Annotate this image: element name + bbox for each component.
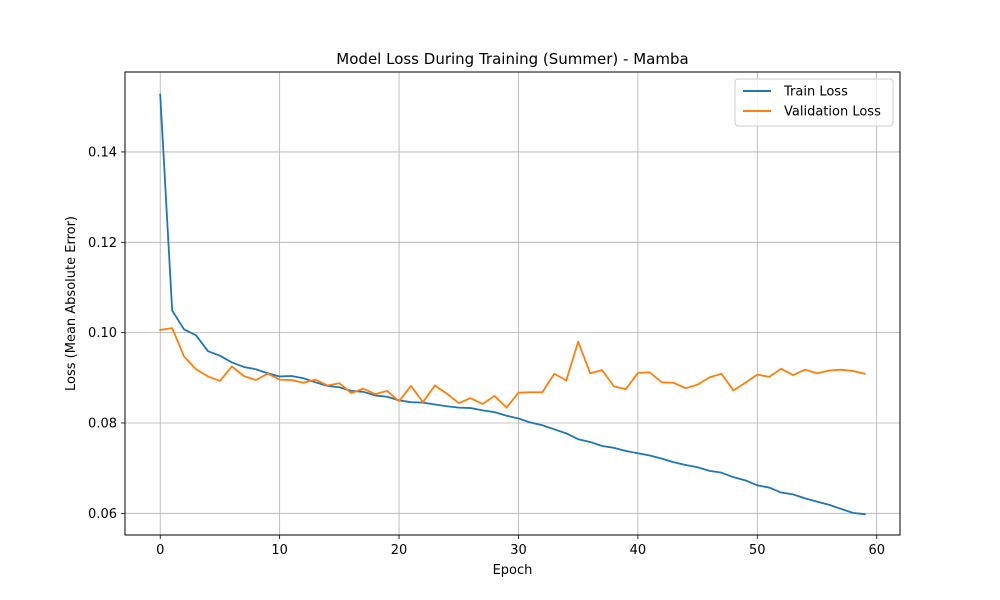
grid: [125, 72, 900, 535]
legend-box: [734, 78, 894, 127]
axis-ticks: 0 10 20 30 40 50 60 0.06 0.08 0.10 0.12 0.14: [88, 145, 885, 558]
y-tick-label: 0.06: [88, 507, 117, 522]
y-tick-label: 0.12: [88, 236, 117, 251]
y-tick-label: 0.10: [88, 326, 117, 341]
legend-label-validation-loss: Validation Loss: [784, 105, 881, 120]
series-line-validation-loss: [159, 327, 866, 409]
y-tick-label: 0.08: [88, 416, 117, 431]
x-tick-label: 20: [391, 543, 408, 558]
x-tick-label: 40: [630, 543, 647, 558]
x-axis-label: Epoch: [493, 563, 533, 578]
x-tick-label: 10: [271, 543, 288, 558]
x-tick-label: 0: [156, 543, 164, 558]
y-tick-label: 0.14: [88, 145, 117, 160]
x-tick-label: 60: [868, 543, 885, 558]
series-lines: [159, 93, 866, 516]
plot-area-frame: [124, 71, 901, 536]
x-tick-label: 50: [749, 543, 766, 558]
legend: Train Loss Validation Loss: [734, 78, 894, 127]
chart-title: Model Loss During Training (Summer) - Ma…: [336, 50, 688, 68]
x-tick-label: 30: [510, 543, 527, 558]
series-line-train-loss: [159, 93, 866, 516]
legend-label-train-loss: Train Loss: [783, 85, 848, 100]
y-axis-label: Loss (Mean Absolute Error): [64, 216, 79, 391]
